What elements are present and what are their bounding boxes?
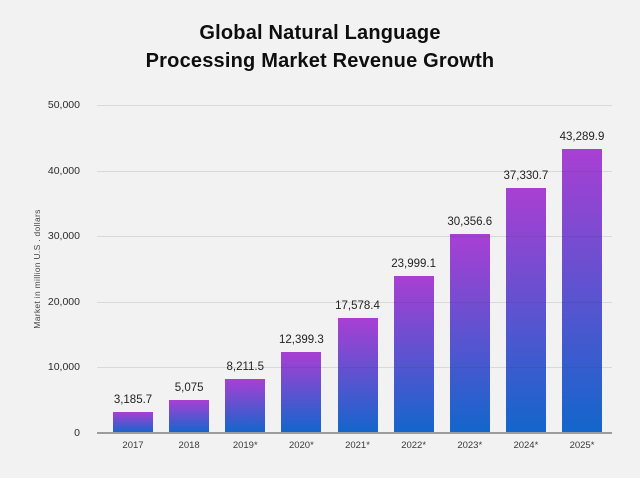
x-tick-label: 2019* [232, 440, 258, 451]
bar [225, 379, 266, 433]
plot-area: 3,185.7 5,075 8,211.5 12,399.3 17,578.4 23,99… [97, 105, 612, 434]
gridline [97, 170, 612, 172]
y-tick-label: 0 [74, 427, 80, 439]
bar-value-label: 3,185.7 [113, 394, 153, 407]
bar-value-label: 30,356.6 [447, 215, 493, 228]
bar [505, 188, 546, 433]
bar-column: 17,578.4 [335, 105, 380, 433]
x-axis-tick-labels: 2017 2018 2019* 2020* 2021* 2022* 2023* 2024* 20… [97, 440, 612, 451]
bars: 3,185.7 5,075 8,211.5 12,399.3 17,578.4 23,99… [97, 105, 612, 433]
bar-column: 43,289.9 [559, 105, 605, 433]
y-tick-label: 10,000 [47, 361, 80, 374]
x-tick-label: 2017 [122, 440, 144, 451]
chart-title-line1: Global Natural Language [199, 22, 441, 44]
bar-column: 30,356.6 [447, 105, 493, 433]
x-tick-label: 2020* [288, 440, 314, 451]
bar [449, 233, 490, 433]
y-tick-label: 20,000 [47, 295, 80, 308]
bar-value-label: 43,289.9 [559, 131, 605, 144]
x-tick-label: 2024* [513, 440, 539, 451]
bar-column: 37,330.7 [503, 105, 549, 433]
bar-column: 5,075 [169, 105, 210, 433]
y-tick-label: 40,000 [47, 164, 80, 177]
gridline [97, 367, 612, 369]
bar-column: 12,399.3 [279, 105, 324, 433]
x-tick-label: 2023* [457, 440, 483, 451]
bar-value-label: 12,399.3 [279, 333, 324, 346]
gridline [97, 236, 612, 238]
y-axis-tick-labels: 0 10,000 20,000 30,000 40,000 50,000 [0, 99, 88, 439]
bar [337, 317, 378, 433]
y-tick-label: 30,000 [47, 230, 80, 243]
gridline [97, 105, 612, 106]
bar-value-label: 5,075 [174, 381, 204, 394]
bar-column: 3,185.7 [113, 105, 153, 433]
chart-title: Global Natural Language Processing Marke… [0, 19, 640, 75]
bar-value-label: 8,211.5 [226, 361, 264, 374]
x-tick-label: 2025* [569, 440, 595, 451]
gridline [97, 301, 612, 303]
x-tick-label: 2021* [345, 440, 370, 451]
x-axis-line [97, 432, 612, 434]
chart-title-line2: Processing Market Revenue Growth [145, 50, 495, 72]
bar [169, 399, 210, 433]
bar-value-label: 37,330.7 [503, 170, 549, 183]
bar [393, 275, 434, 433]
x-tick-label: 2018 [178, 440, 200, 451]
bar [113, 412, 153, 433]
bar-column: 8,211.5 [225, 105, 266, 433]
bar-value-label: 23,999.1 [391, 257, 437, 270]
bar-value-label: 17,578.4 [335, 299, 380, 312]
x-tick-label: 2022* [401, 440, 427, 451]
y-tick-label: 50,000 [47, 99, 80, 111]
bar [281, 351, 322, 433]
bar [562, 149, 602, 433]
bar-column: 23,999.1 [391, 105, 437, 433]
